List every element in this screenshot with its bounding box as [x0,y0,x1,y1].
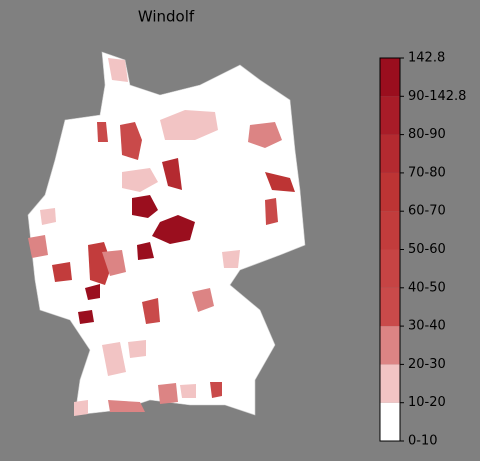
colorbar-label: 70-80 [408,165,446,180]
colorbar-segment [380,287,400,327]
colorbar-label: 10-20 [408,395,446,410]
region [122,168,158,192]
colorbar-label: 80-90 [408,127,446,142]
region [102,250,126,276]
colorbar-label: 40-50 [408,280,446,295]
region [120,122,142,160]
colorbar-label: 90-142.8 [408,89,466,104]
region [132,195,158,218]
region [142,298,160,324]
region [265,172,295,192]
region [108,400,145,412]
region [158,383,178,404]
colorbar-segment [380,326,400,365]
region [222,250,240,268]
colorbar-label: 60-70 [408,204,446,219]
colorbar-segment [380,134,400,173]
region [160,110,218,140]
colorbar-segment [380,364,400,403]
region [97,122,108,142]
colorbar-label: 20-30 [408,357,446,372]
region [192,288,214,312]
colorbar-label: 0-10 [408,434,438,449]
region [52,262,72,282]
region [137,242,154,260]
colorbar-segment [380,172,400,212]
colorbar-label: 30-40 [408,319,446,334]
region [108,58,128,82]
region [28,235,48,258]
colorbar-segment [380,58,400,97]
region [265,198,278,225]
region [180,384,196,398]
region [102,342,126,376]
colorbar-segment [380,211,400,250]
colorbar-segment [380,96,400,135]
region [40,208,56,225]
colorbar-segment [380,249,400,288]
colorbar: 0-10 10-20 20-30 30-40 40-50 50-60 60-70 70-80 8… [379,51,466,449]
region [248,122,282,148]
germany-map [27,51,306,416]
region [128,340,146,358]
colorbar-label: 50-60 [408,242,446,257]
map-title: Windolf [138,8,195,26]
region [85,284,100,300]
region [78,310,94,324]
region [162,158,182,190]
colorbar-label: 142.8 [408,51,445,66]
colorbar-segment [380,402,400,441]
region [210,382,222,398]
region [152,215,195,244]
region [74,400,88,416]
